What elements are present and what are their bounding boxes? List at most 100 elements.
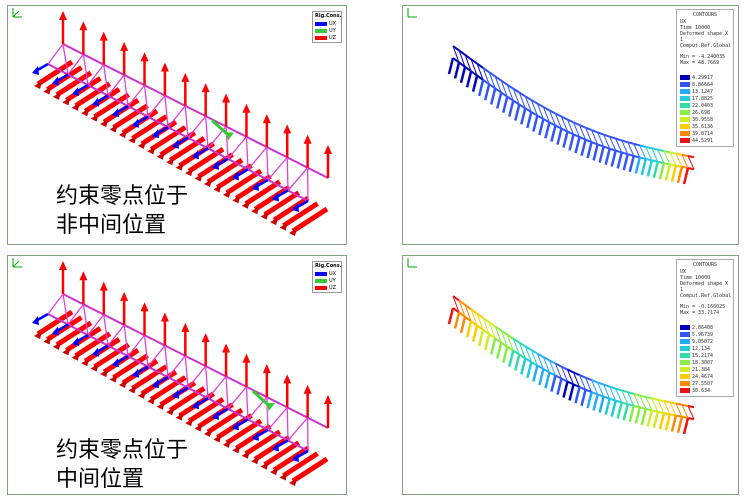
deformed-top-chord	[591, 379, 598, 384]
deformed-diagonal	[524, 96, 532, 113]
constraint-arrow-uz	[222, 439, 231, 448]
deformed-bottom-chord	[687, 417, 695, 421]
deck-beam	[64, 326, 102, 353]
contour-value: 12.134	[692, 345, 711, 352]
constraint-arrow-uz	[90, 363, 99, 372]
contour-value: 44.5291	[692, 137, 714, 144]
deformed-top-chord	[548, 109, 556, 115]
constraint-arrow-uz	[232, 445, 241, 454]
contour-swatch	[680, 82, 690, 87]
deformed-top-chord	[639, 394, 647, 398]
deck-beam	[291, 206, 329, 234]
deformed-diagonal	[452, 45, 460, 63]
truss-vertical	[227, 136, 247, 160]
constraint-arrow-uz	[175, 412, 184, 421]
deformed-deck-beam	[622, 153, 629, 171]
deformed-top-chord	[687, 405, 695, 409]
deck-beam	[291, 456, 329, 484]
deck-beam	[74, 81, 112, 108]
deformed-deck-beam	[508, 100, 515, 117]
contour-value: 17.8825	[692, 95, 714, 102]
contour-scale-row: 22.0403	[680, 102, 730, 109]
truss-diagonal	[103, 64, 109, 96]
deformed-diagonal	[633, 143, 641, 158]
deformed-diagonal	[675, 403, 683, 417]
contour-value: 39.8714	[692, 130, 714, 137]
constraint-arrow-uz-head	[283, 124, 292, 134]
constraint-arrow-ux-head	[52, 76, 59, 86]
contour-value: 26.698	[692, 109, 711, 116]
truss-diagonal	[286, 157, 289, 191]
constraint-arrow-uz	[166, 157, 175, 166]
constraint-arrow-uz	[137, 140, 146, 149]
constraint-arrow-ux-head	[152, 129, 159, 139]
constraint-arrow-uz	[52, 91, 61, 100]
contour-swatch	[680, 325, 690, 330]
deformed-diagonal	[573, 372, 581, 388]
contour-value: 27.5507	[692, 380, 714, 387]
deck-beam	[55, 70, 93, 97]
deformed-diagonal	[530, 349, 538, 366]
constraint-arrow-uz	[185, 168, 194, 177]
constraint-arrow-ux-head	[252, 181, 259, 191]
constraint-arrow-ux-head	[272, 442, 279, 452]
deck-beam	[234, 174, 272, 201]
constraint-arrow-uz	[270, 217, 279, 226]
constraint-arrow-uz	[128, 135, 137, 144]
constraint-arrow-uz	[34, 331, 42, 339]
deformed-top-chord	[524, 345, 532, 351]
constraint-arrow-uz-head	[160, 62, 169, 72]
deformed-diagonal	[500, 80, 508, 97]
constraint-arrow-ux-head	[112, 108, 119, 118]
constraint-arrow-uz	[147, 396, 156, 405]
truss-diagonal	[184, 105, 189, 138]
deformed-diagonal	[591, 129, 599, 145]
constraint-arrow-uz-head	[242, 353, 251, 363]
deformed-deck-beam	[646, 160, 654, 177]
deck-beam	[282, 201, 319, 228]
deformed-top-chord	[500, 79, 508, 86]
deck-beam	[244, 429, 282, 456]
deformed-diagonal	[542, 106, 550, 123]
constraint-arrow-uz	[204, 179, 212, 187]
contour-title: CONTOURS	[692, 12, 718, 18]
deck-beam	[253, 185, 291, 212]
rig-cons-legend: Rig.Cons. UX UY UZ	[312, 11, 342, 43]
constraint-arrow-uz	[279, 222, 288, 231]
contour-swatch	[680, 353, 690, 358]
legend-swatch	[315, 271, 327, 276]
contour-scale-row: 8.86664	[680, 81, 730, 88]
deformed-deck-beam	[568, 134, 575, 151]
deformed-top-chord	[464, 54, 472, 61]
truss-diagonal	[143, 85, 149, 117]
deformed-truss-contour	[447, 295, 695, 435]
contour-scale-row: 2.86408	[680, 324, 730, 331]
deformed-deck-beam	[520, 358, 527, 375]
constraint-arrow-uz-head	[99, 281, 108, 291]
deck-beam	[234, 424, 272, 451]
truss-vertical	[47, 293, 64, 315]
deformed-diagonal	[548, 110, 556, 126]
constraint-arrow-ux-head	[252, 431, 259, 441]
deformed-top-chord	[675, 402, 683, 406]
constraint-arrow-uz	[71, 102, 80, 111]
deformed-diagonal	[470, 309, 478, 326]
truss-vertical	[147, 345, 166, 368]
deformed-top-chord	[627, 391, 635, 395]
deformed-deck-beam	[526, 361, 533, 379]
contour-swatch	[680, 367, 690, 372]
deformed-bottom-chord	[687, 167, 695, 171]
deformed-top-chord	[645, 145, 653, 150]
deformed-top-chord	[464, 304, 472, 311]
deformed-diagonal	[615, 138, 623, 153]
deformed-deck-beam	[640, 158, 648, 176]
deformed-top-chord	[675, 152, 683, 156]
deformed-deck-beam	[520, 108, 527, 125]
deck-beam	[55, 320, 93, 347]
deformed-top-chord	[663, 400, 671, 404]
deformed-top-chord	[579, 374, 586, 379]
truss-diagonal	[164, 95, 169, 128]
constraint-arrow-uz-head	[59, 11, 67, 20]
deformed-top-chord	[609, 385, 617, 390]
deformed-deck-beam	[676, 166, 684, 184]
